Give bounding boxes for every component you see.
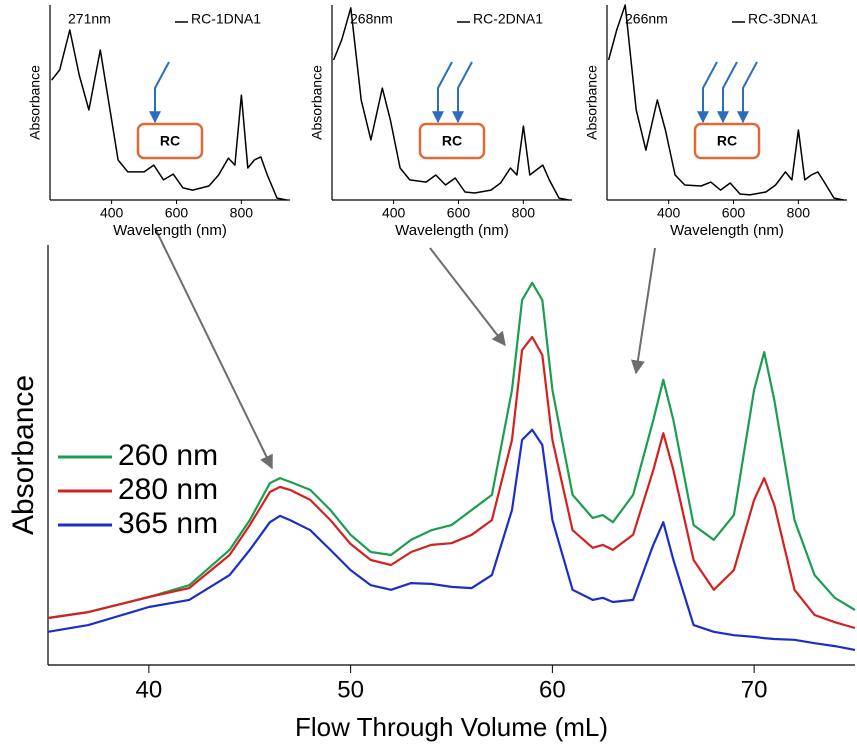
rc-arrow [697,61,718,124]
rc-arrow [432,61,453,124]
x-tick-label: 800 [787,205,811,221]
series-line [47,428,856,651]
series-line [47,335,856,630]
x-tick-label: 400 [382,205,406,221]
pointer-arrows [154,227,656,470]
x-tick-label: 600 [722,205,746,221]
x-tick-label: 40 [136,676,163,703]
rc-arrow [717,61,738,124]
pointer-arrow [154,227,273,470]
legend-label: RC-3DNA1 [748,11,818,27]
series-line [51,29,287,201]
rc-box [693,122,761,160]
rc-arrow [452,61,473,124]
x-axis-label: Flow Through Volume (mL) [295,712,608,742]
x-tick-label: 400 [657,205,681,221]
rc-box [418,122,486,160]
x-tick-label: 70 [741,676,768,703]
rc-label: RC [717,133,737,149]
rc-label: RC [160,133,180,149]
x-tick-label: 60 [539,676,566,703]
y-axis-label: Absorbance [27,65,43,140]
peak-label: 268nm [350,11,393,27]
x-tick-label: 400 [100,205,124,221]
x-tick-label: 600 [447,205,471,221]
x-tick-label: 800 [512,205,536,221]
series-line [47,281,856,620]
legend-label: 260 nm [118,439,218,472]
x-axis-label: Wavelength (nm) [113,222,227,239]
legend-label: RC-1DNA1 [191,11,261,27]
peak-label: 271nm [68,11,111,27]
x-tick-label: 800 [230,205,254,221]
series-line [607,4,844,201]
pointer-arrow [429,247,506,347]
x-tick-label: 50 [337,676,364,703]
x-axis-label: Wavelength (nm) [395,222,509,239]
y-axis-label: Absorbance [7,375,40,535]
rc-arrow [737,61,758,124]
x-axis-label: Wavelength (nm) [670,222,784,239]
peak-label: 266nm [625,11,668,27]
legend-label: 280 nm [118,473,218,506]
y-axis-label: Absorbance [584,65,600,140]
rc-label: RC [442,133,462,149]
x-tick-label: 600 [165,205,189,221]
pointer-arrow [630,247,656,375]
series-line [332,7,569,201]
rc-arrow [149,61,170,124]
y-axis-label: Absorbance [309,65,325,140]
rc-box [136,122,204,160]
legend-label: 365 nm [118,507,218,540]
legend-label: RC-2DNA1 [473,11,543,27]
